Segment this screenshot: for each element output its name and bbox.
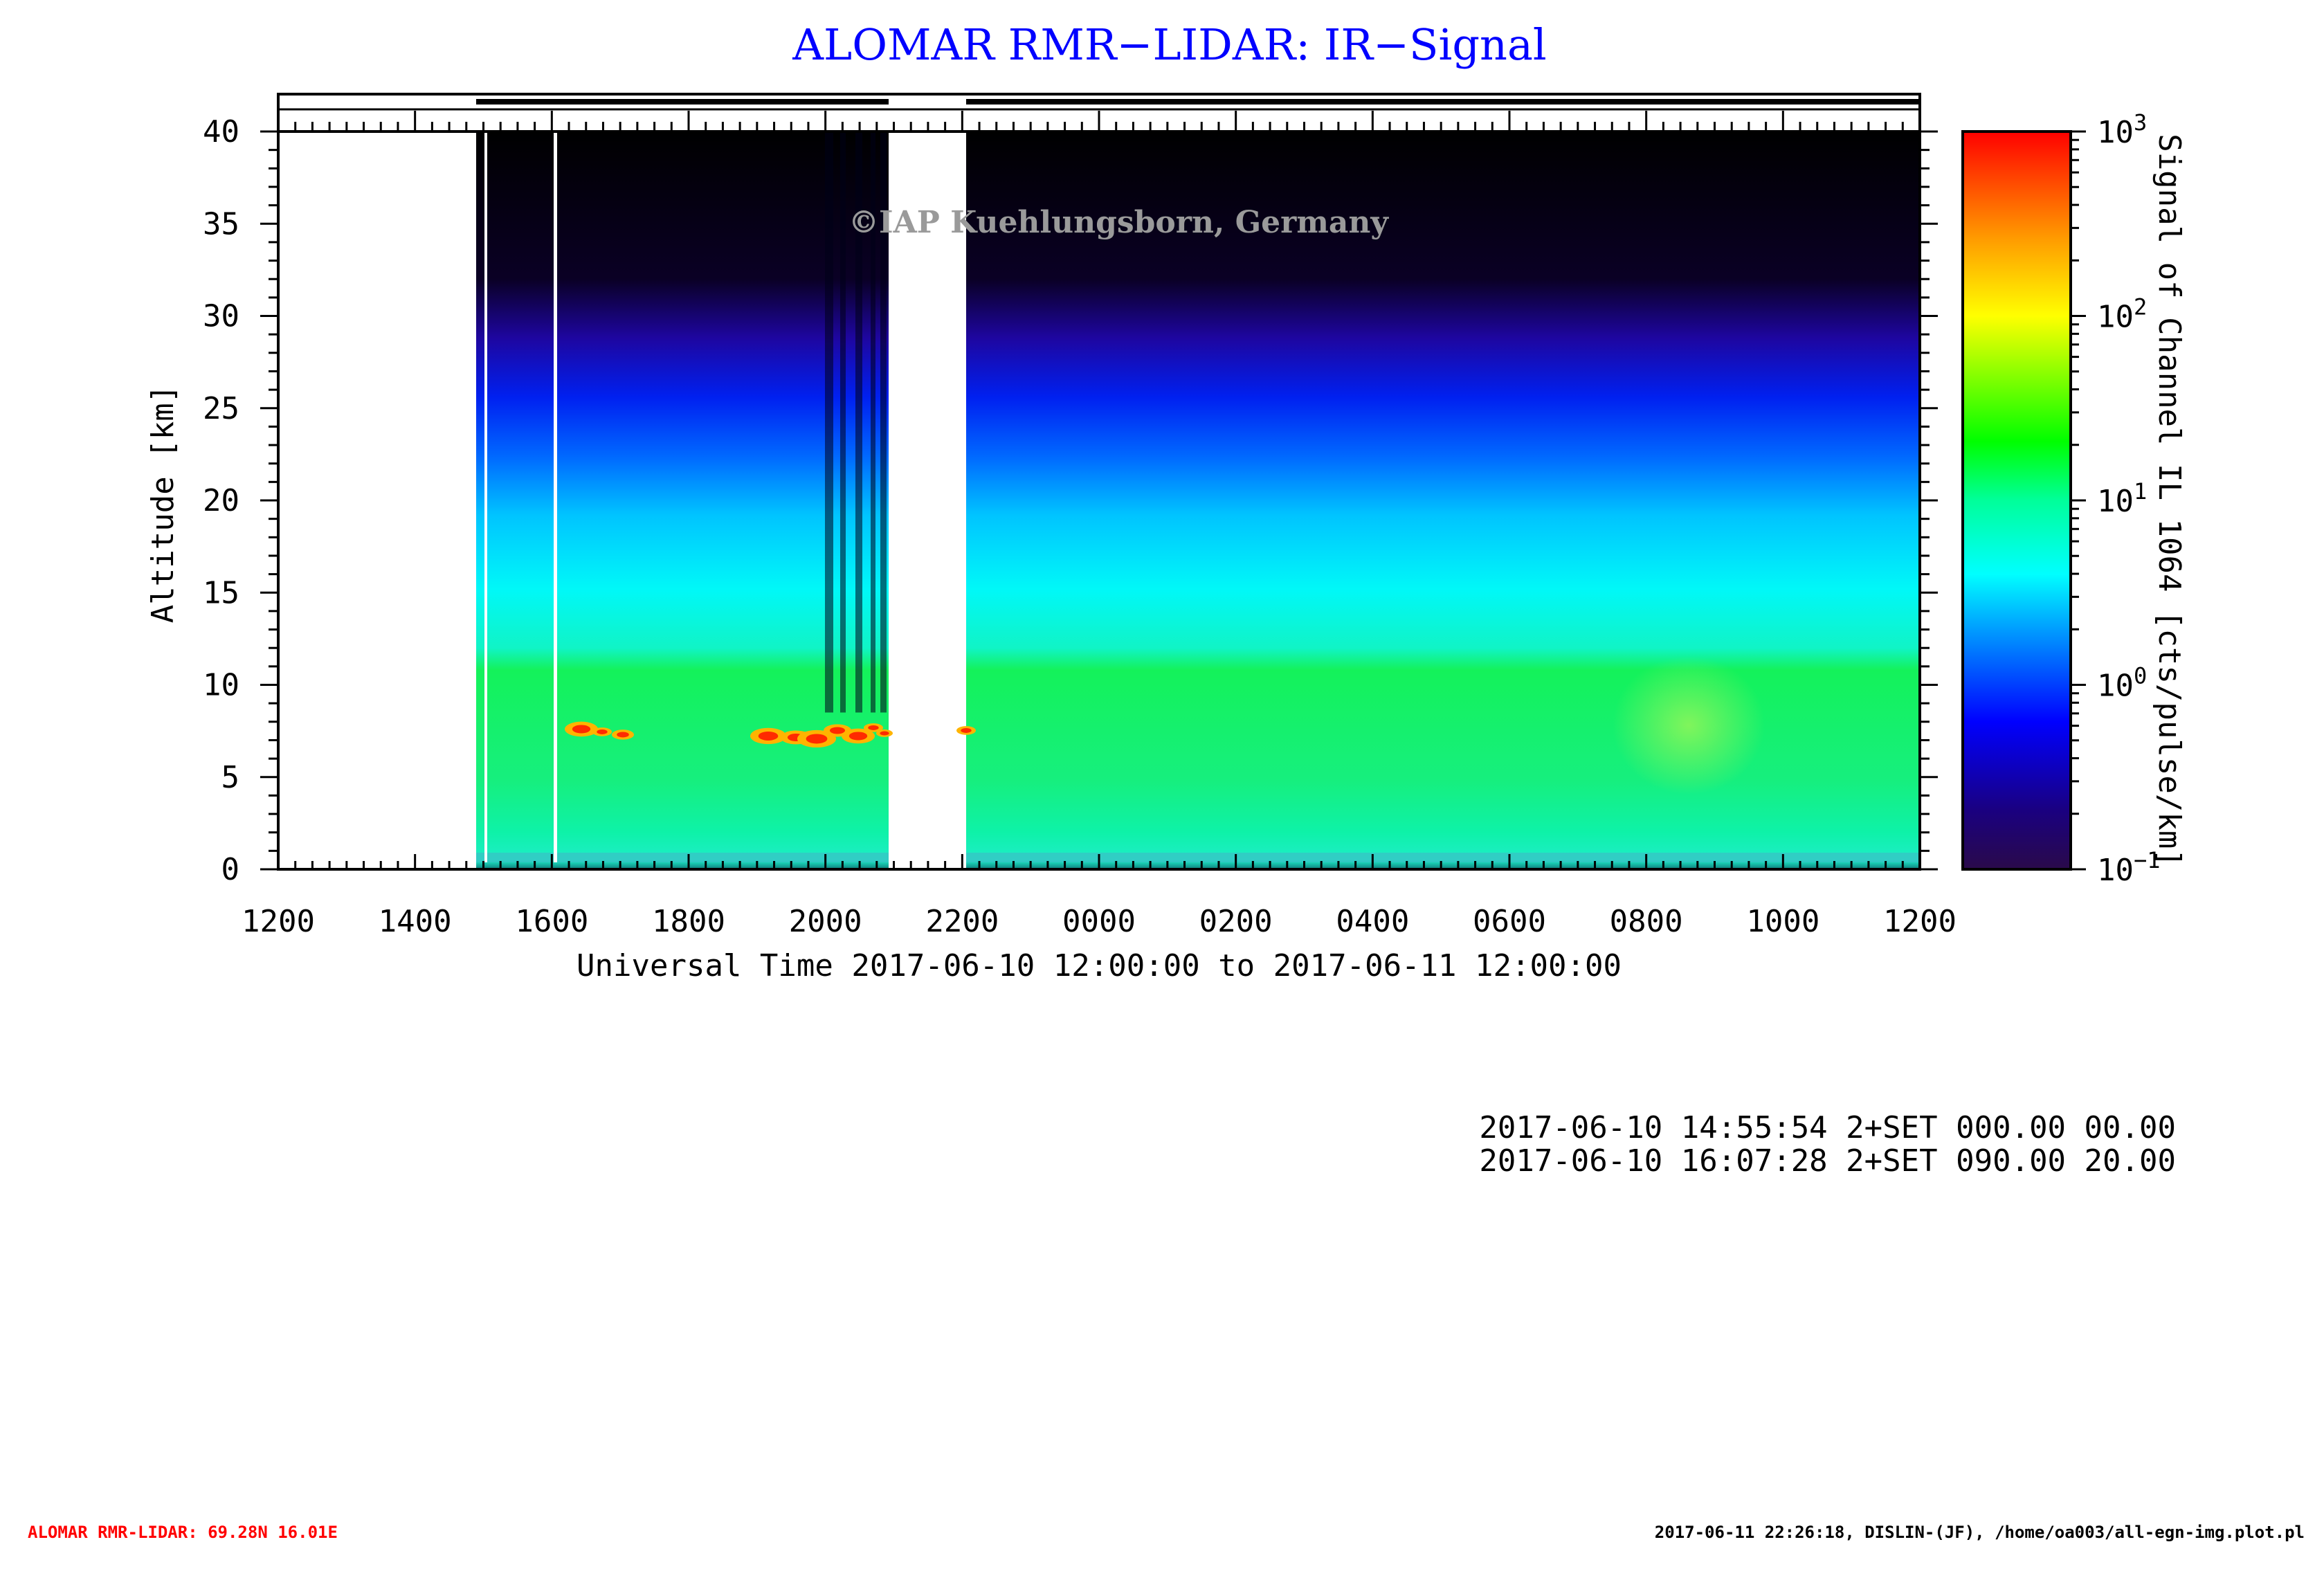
y-tick-label: 40 <box>203 114 239 149</box>
x-tick-label: 1000 <box>1746 904 1819 939</box>
colorbar-tick-label: 102 <box>2097 294 2147 335</box>
aerosol-glow <box>1613 656 1765 795</box>
x-axis-label: Universal Time 2017-06-10 12:00:00 to 20… <box>577 948 1622 983</box>
x-tick-label: 2200 <box>925 904 999 939</box>
y-tick-label: 15 <box>203 575 239 610</box>
cloud-core <box>617 732 629 738</box>
colorbar-exponent: 1 <box>2134 478 2147 505</box>
x-tick-label: 0600 <box>1473 904 1546 939</box>
x-tick-label: 1800 <box>652 904 725 939</box>
watermark: ©IAP Kuehlungsborn, Germany <box>848 205 1389 240</box>
signal-streak <box>825 131 833 713</box>
gap-line <box>554 131 557 862</box>
colorbar-exponent: 2 <box>2134 294 2147 320</box>
y-tick-label: 35 <box>203 206 239 242</box>
y-tick-label: 5 <box>221 760 240 795</box>
ground-band <box>966 853 1920 862</box>
y-tick-label: 20 <box>203 483 239 518</box>
plot-area: ©IAP Kuehlungsborn, Germany <box>277 130 1921 871</box>
cloud-core <box>572 725 591 734</box>
signal-streaks <box>825 131 887 713</box>
colorbar-tick-label: 10−1 <box>2097 847 2161 888</box>
colorbar-tick-label: 101 <box>2097 478 2147 519</box>
colorbar-tick-label: 100 <box>2097 663 2147 704</box>
x-tick-label: 0800 <box>1610 904 1683 939</box>
cloud-core <box>868 725 879 730</box>
signal-streak <box>880 131 887 713</box>
cloud-core <box>830 727 845 734</box>
measurement-bar-2 <box>966 99 1920 105</box>
measurement-bar-1 <box>476 99 889 105</box>
y-tick-label: 0 <box>221 852 240 887</box>
time-strip-ticks <box>277 111 1921 131</box>
ground-band <box>476 853 889 862</box>
x-axis: 1200 1400 1600 1800 2000 2200 0000 0200 0400 0600… <box>242 854 1957 939</box>
x-tick-label: 0400 <box>1336 904 1409 939</box>
y-tick-label: 30 <box>203 299 239 334</box>
cloud-core <box>880 731 889 736</box>
x-tick-label: 2000 <box>789 904 862 939</box>
x-tick-label: 0000 <box>1062 904 1136 939</box>
colorbar-exponent: 3 <box>2134 109 2147 136</box>
colorbar-label: Signal of Channel IL 1064 [cts/pulse/km] <box>2152 134 2187 867</box>
cloud-core <box>848 732 868 741</box>
y-tick-label: 25 <box>203 391 239 426</box>
x-tick-label: 1200 <box>1883 904 1957 939</box>
x-tick-label: 0200 <box>1199 904 1273 939</box>
y-axis-label: Altitude [km] <box>145 385 181 623</box>
cloud-core <box>597 729 608 734</box>
x-tick-label: 1600 <box>515 904 588 939</box>
cloud-core <box>758 731 779 741</box>
signal-region-2 <box>966 131 1920 869</box>
cloud-core <box>806 734 828 744</box>
footer-station: ALOMAR RMR-LIDAR: 69.28N 16.01E <box>28 1523 338 1542</box>
cloud-core <box>961 727 972 733</box>
colorbar-gradient <box>1963 131 2071 869</box>
x-tick-label: 1200 <box>242 904 315 939</box>
signal-streak <box>871 131 875 713</box>
y-axis: 0 5 10 15 20 25 30 35 40 <box>203 114 1938 887</box>
x-tick-label: 1400 <box>379 904 452 939</box>
cloud-layer <box>565 721 976 748</box>
colorbar-exponent: −1 <box>2134 847 2161 873</box>
footer-plot-info: 2017-06-11 22:26:18, DISLIN-(JF), /home/… <box>1655 1523 2305 1542</box>
info-line-2: 2017-06-10 16:07:28 2+SET 090.00 20.00 <box>1479 1143 2176 1179</box>
signal-streak <box>855 131 862 713</box>
gap-line <box>484 131 487 862</box>
info-line-1: 2017-06-10 14:55:54 2+SET 000.00 00.00 <box>1479 1110 2176 1145</box>
signal-streak <box>840 131 846 713</box>
y-tick-label: 10 <box>203 668 239 703</box>
time-strip <box>277 93 1921 133</box>
chart-title: ALOMAR RMR−LIDAR: IR−Signal <box>792 19 1546 70</box>
colorbar-exponent: 0 <box>2134 663 2147 689</box>
colorbar-tick-label: 103 <box>2097 109 2147 150</box>
